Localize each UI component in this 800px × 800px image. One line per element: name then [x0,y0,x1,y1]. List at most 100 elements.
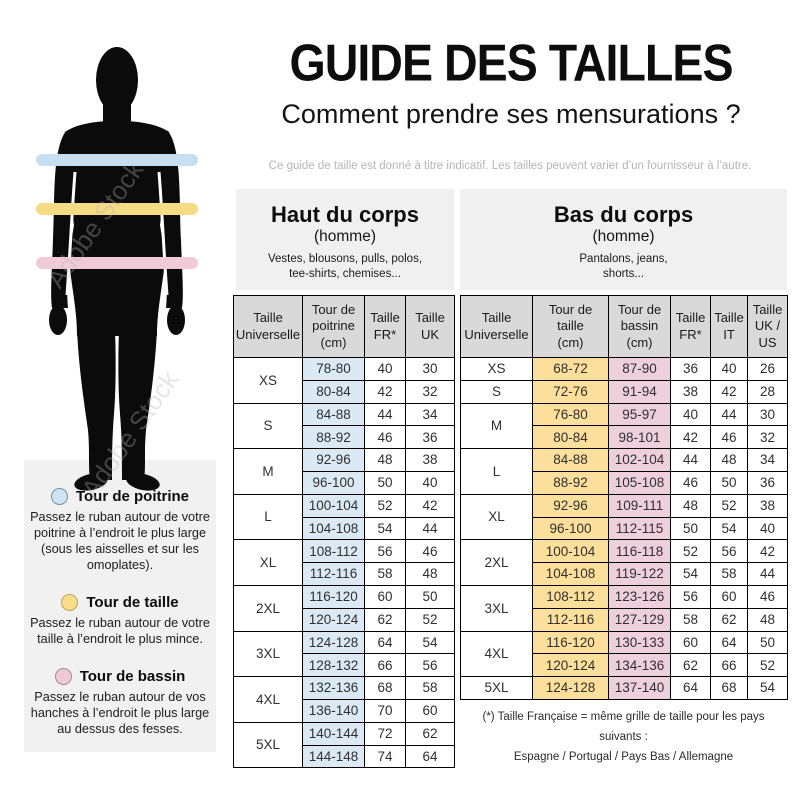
legend-item-chest: Tour de poitrine Passez le ruban autour … [24,488,216,573]
table-row: 104-108 54 44 [234,516,455,541]
value-cell: 91-94 [608,379,671,404]
section-title: Haut du corps [271,202,419,227]
value-cell: 80-84 [302,379,365,404]
value-cell: 50 [364,470,406,495]
value-cell: 44 [364,402,406,427]
value-cell: 58 [710,562,748,586]
size-label-cell: 3XL [233,630,303,678]
value-cell: 48 [710,448,748,472]
disclaimer-text: Ce guide de taille est donné à titre ind… [268,160,752,172]
value-cell: 60 [405,698,455,723]
left-hand-shape [49,305,67,335]
value-cell: 32 [747,425,788,450]
value-cell: 52 [710,493,748,518]
table-row: 112-116 127-129 58 62 48 [461,607,788,632]
table-row: 80-84 42 32 [234,379,455,404]
value-cell: 120-124 [302,607,365,632]
value-cell: 100-104 [302,493,365,518]
lower-body-section-header: Bas du corps (homme) Pantalons, jeans, s… [460,189,787,290]
value-cell: 58 [405,676,455,700]
value-cell: 134-136 [608,653,671,678]
table-row: XS 78-80 40 30 [233,357,455,404]
value-cell: 44 [747,562,788,586]
value-cell: 109-111 [608,493,671,518]
table-row: 2XL 116-120 60 50 [233,584,455,632]
upper-body-size-table-container: Taille Universelle Tour de poitrine (cm) T… [233,295,455,769]
value-cell: 124-128 [532,676,609,700]
value-cell: 108-112 [302,539,365,564]
measurement-legend: Tour de poitrine Passez le ruban autour … [24,460,216,752]
size-label-cell: 2XL [460,539,533,586]
table-row: 4XL 116-120 130-133 60 64 50 [460,630,788,678]
value-cell: 52 [670,539,711,564]
value-cell: 42 [747,539,788,564]
value-cell: 128-132 [302,653,365,678]
value-cell: 40 [364,357,406,381]
hips-band-icon [54,668,72,685]
value-cell: 100-104 [532,539,609,564]
value-cell: 48 [747,607,788,632]
value-cell: 112-116 [532,607,609,632]
value-cell: 87-90 [608,357,671,381]
size-label-cell: 5XL [460,676,533,700]
table-row: 120-124 134-136 62 66 52 [461,653,788,678]
table-row: L 84-88 102-104 44 48 34 [460,448,788,495]
waist-band-icon [61,594,79,611]
table-row: 136-140 70 60 [234,698,455,723]
value-cell: 28 [747,379,788,404]
table-row: M 92-96 48 38 [233,448,455,495]
value-cell: 64 [405,744,455,769]
hips-measure-band [36,257,198,269]
value-cell: 84-88 [302,402,365,427]
value-cell: 74 [364,744,406,769]
value-cell: 62 [710,607,748,632]
value-cell: 104-108 [532,562,609,586]
value-cell: 68-72 [532,357,609,381]
section-description: Vestes, blousons, pulls, polos, tee-shir… [267,253,423,280]
size-label-cell: 2XL [233,584,303,632]
legend-description: Passez le ruban autour de votre poitrine… [30,510,210,572]
legend-item-hips: Tour de bassin Passez le ruban autour de… [24,668,216,737]
upper-body-size-table: Taille Universelle Tour de poitrine (cm) T… [233,295,455,769]
size-label-cell: XL [233,539,303,586]
value-cell: 62 [364,607,406,632]
table-row: 96-100 112-115 50 54 40 [461,516,788,541]
legend-description: Passez le ruban autour de votre taille à… [30,616,210,646]
value-cell: 56 [670,584,711,609]
column-header: Taille UK [405,295,455,358]
value-cell: 78-80 [302,357,365,381]
table-row: 2XL 100-104 116-118 52 56 42 [460,539,788,586]
size-label-cell: XS [233,357,303,404]
section-title: Bas du corps [553,202,694,227]
right-hand-shape [167,305,185,335]
value-cell: 38 [670,379,711,404]
column-header: Tour de taille (cm) [532,295,609,358]
value-cell: 60 [670,630,711,655]
footnote-line1: (*) Taille Française = même grille de ta… [482,711,765,744]
value-cell: 38 [747,493,788,518]
value-cell: 104-108 [302,516,365,541]
value-cell: 96-100 [302,470,365,495]
value-cell: 48 [364,448,406,472]
column-header: Taille FR* [364,295,406,358]
legend-description: Passez le ruban autour de vos hanches à … [30,690,210,736]
value-cell: 42 [364,379,406,404]
value-cell: 66 [364,653,406,678]
size-label-cell: L [460,448,533,495]
lower-body-size-table: Taille Universelle Tour de taille (cm) Tou… [460,295,788,700]
value-cell: 52 [747,653,788,678]
left-leg-shape [77,330,116,480]
left-arm-gap [65,171,77,296]
value-cell: 127-129 [608,607,671,632]
value-cell: 92-96 [532,493,609,518]
value-cell: 34 [405,402,455,427]
value-cell: 44 [670,448,711,472]
value-cell: 60 [710,584,748,609]
value-cell: 40 [670,402,711,427]
value-cell: 144-148 [302,744,365,769]
value-cell: 68 [364,676,406,700]
value-cell: 119-122 [608,562,671,586]
table-row: XS 68-72 87-90 36 40 26 [460,357,788,381]
legend-title: Tour de poitrine [75,488,190,505]
